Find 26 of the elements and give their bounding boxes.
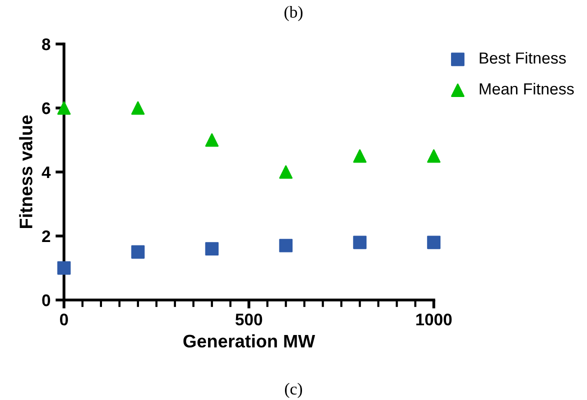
- legend-label: Mean Fitness: [480, 82, 574, 95]
- text: (c): [284, 382, 302, 398]
- y-tick-label: 6: [42, 102, 50, 114]
- y-tick-label: 0: [42, 294, 50, 306]
- point: [131, 101, 145, 115]
- point: [279, 165, 293, 179]
- y-tick-label: 8: [42, 38, 50, 50]
- y-tick-label: 4: [42, 166, 51, 178]
- text: (b): [284, 6, 302, 22]
- point: [279, 238, 293, 252]
- point: [131, 245, 145, 259]
- point: [353, 236, 367, 250]
- y-axis-title: Fitness value: [19, 115, 32, 228]
- x-tick-label: 500: [236, 314, 262, 326]
- x-tick-label: 1000: [416, 314, 452, 326]
- point: [427, 236, 440, 250]
- y-tick-label: 2: [42, 230, 50, 242]
- point: [427, 149, 440, 163]
- point: [57, 101, 71, 115]
- point: [353, 149, 367, 163]
- point: [205, 242, 219, 256]
- legend-label: Best Fitness: [480, 52, 566, 64]
- point: [205, 133, 219, 147]
- x-axis-title: Generation MW: [183, 334, 316, 348]
- x-tick-label: 0: [60, 314, 68, 326]
- point: [57, 261, 71, 275]
